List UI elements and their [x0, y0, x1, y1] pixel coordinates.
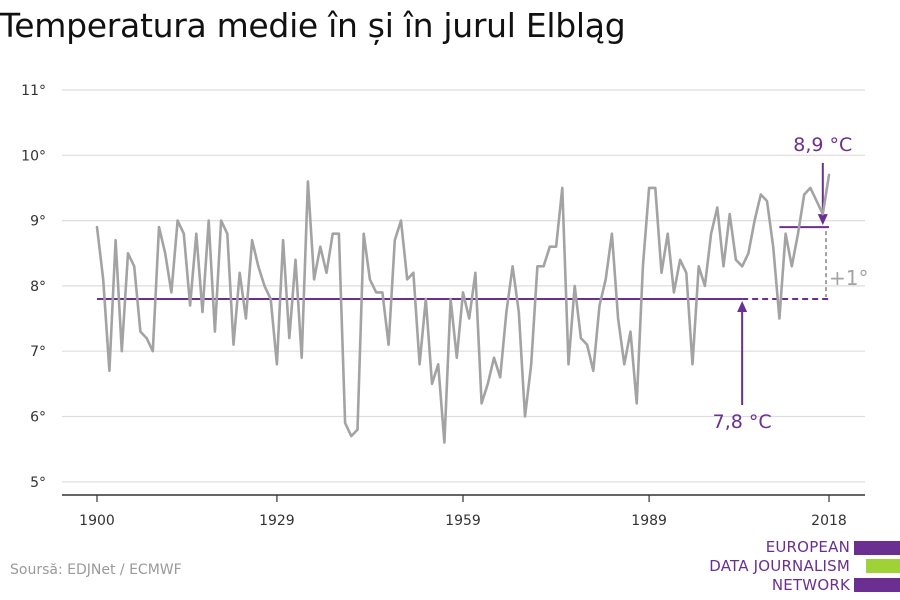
logo-line-3: NETWORK: [771, 576, 850, 594]
chart-title: Temperatura medie în și în jurul Elbląg: [0, 6, 626, 45]
recent-label: 8,9 °C: [793, 134, 852, 156]
recent-arrow-head: [817, 214, 828, 226]
x-tick-label: 1929: [259, 513, 295, 529]
y-tick-label: 11°: [21, 83, 46, 99]
y-tick-label: 7°: [30, 344, 46, 360]
baseline-arrow-head: [737, 300, 748, 312]
x-tick-label: 2018: [811, 513, 847, 529]
x-tick-label: 1959: [445, 513, 481, 529]
logo-line-2: DATA JOURNALISM: [709, 557, 850, 575]
x-tick-label: 1900: [79, 513, 115, 529]
y-axis: 5° 6° 7° 8° 9° 10° 11°: [21, 83, 46, 491]
y-tick-label: 5°: [30, 475, 46, 491]
y-tick-label: 6°: [30, 410, 46, 426]
temperature-series-line: [95, 173, 831, 444]
delta-label: +1°: [829, 266, 868, 290]
y-tick-label: 10°: [21, 148, 46, 164]
source-note: Soursă: EDJNet / ECMWF: [10, 562, 182, 578]
logo-line-1: EUROPEAN: [765, 538, 850, 556]
logo-bar-1: [854, 541, 900, 555]
y-tick-label: 9°: [30, 214, 46, 230]
x-tick-label: 1989: [631, 513, 667, 529]
baseline-label: 7,8 °C: [713, 411, 772, 433]
edjnet-logo: EUROPEAN DATA JOURNALISM NETWORK: [700, 538, 900, 598]
grid-lines: [62, 89, 865, 483]
logo-bar-2: [866, 559, 900, 573]
x-axis: 1900 1929 1959 1989 2018: [62, 494, 865, 529]
y-tick-label: 8°: [30, 279, 46, 295]
logo-bar-3: [854, 578, 900, 592]
